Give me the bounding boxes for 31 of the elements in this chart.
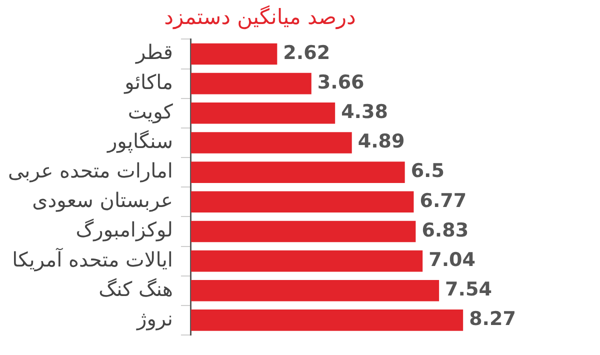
y-tick-label: عربستان سعودی xyxy=(32,188,173,212)
data-label: 2.62 xyxy=(283,42,330,64)
data-label: 7.54 xyxy=(445,278,492,301)
data-label: 3.66 xyxy=(317,72,364,94)
y-tick-label: سنگاپور xyxy=(106,128,173,153)
data-label: 6.77 xyxy=(420,190,467,212)
bar xyxy=(190,162,405,183)
bar xyxy=(190,72,312,94)
y-tick-label: ماکائو xyxy=(124,70,173,94)
bar xyxy=(190,280,440,302)
bar xyxy=(190,43,278,65)
y-tick-label: لوکزامبورگ xyxy=(76,218,173,242)
chart-title: درصد میانگین دستمزد xyxy=(164,5,356,30)
bar xyxy=(190,102,336,124)
data-label: 4.38 xyxy=(341,101,388,124)
data-label: 8.27 xyxy=(469,308,516,330)
data-label: 6.83 xyxy=(422,219,469,242)
bar xyxy=(190,191,414,213)
data-label: 6.5 xyxy=(410,160,445,182)
y-tick-label: کویت xyxy=(128,99,174,124)
bar xyxy=(190,220,416,242)
bar xyxy=(190,132,352,154)
y-tick-label: ایالات متحده آمریکا xyxy=(12,247,173,272)
y-tick-label: نروژ xyxy=(136,306,173,330)
data-label: 4.89 xyxy=(358,130,405,153)
bar xyxy=(190,310,464,331)
y-tick-label: قطر xyxy=(134,40,173,64)
y-tick-label: هنگ کنگ xyxy=(98,276,173,301)
data-label: 7.04 xyxy=(428,248,476,271)
y-tick-label: امارات متحده عربی xyxy=(8,158,173,183)
bar xyxy=(190,250,423,272)
